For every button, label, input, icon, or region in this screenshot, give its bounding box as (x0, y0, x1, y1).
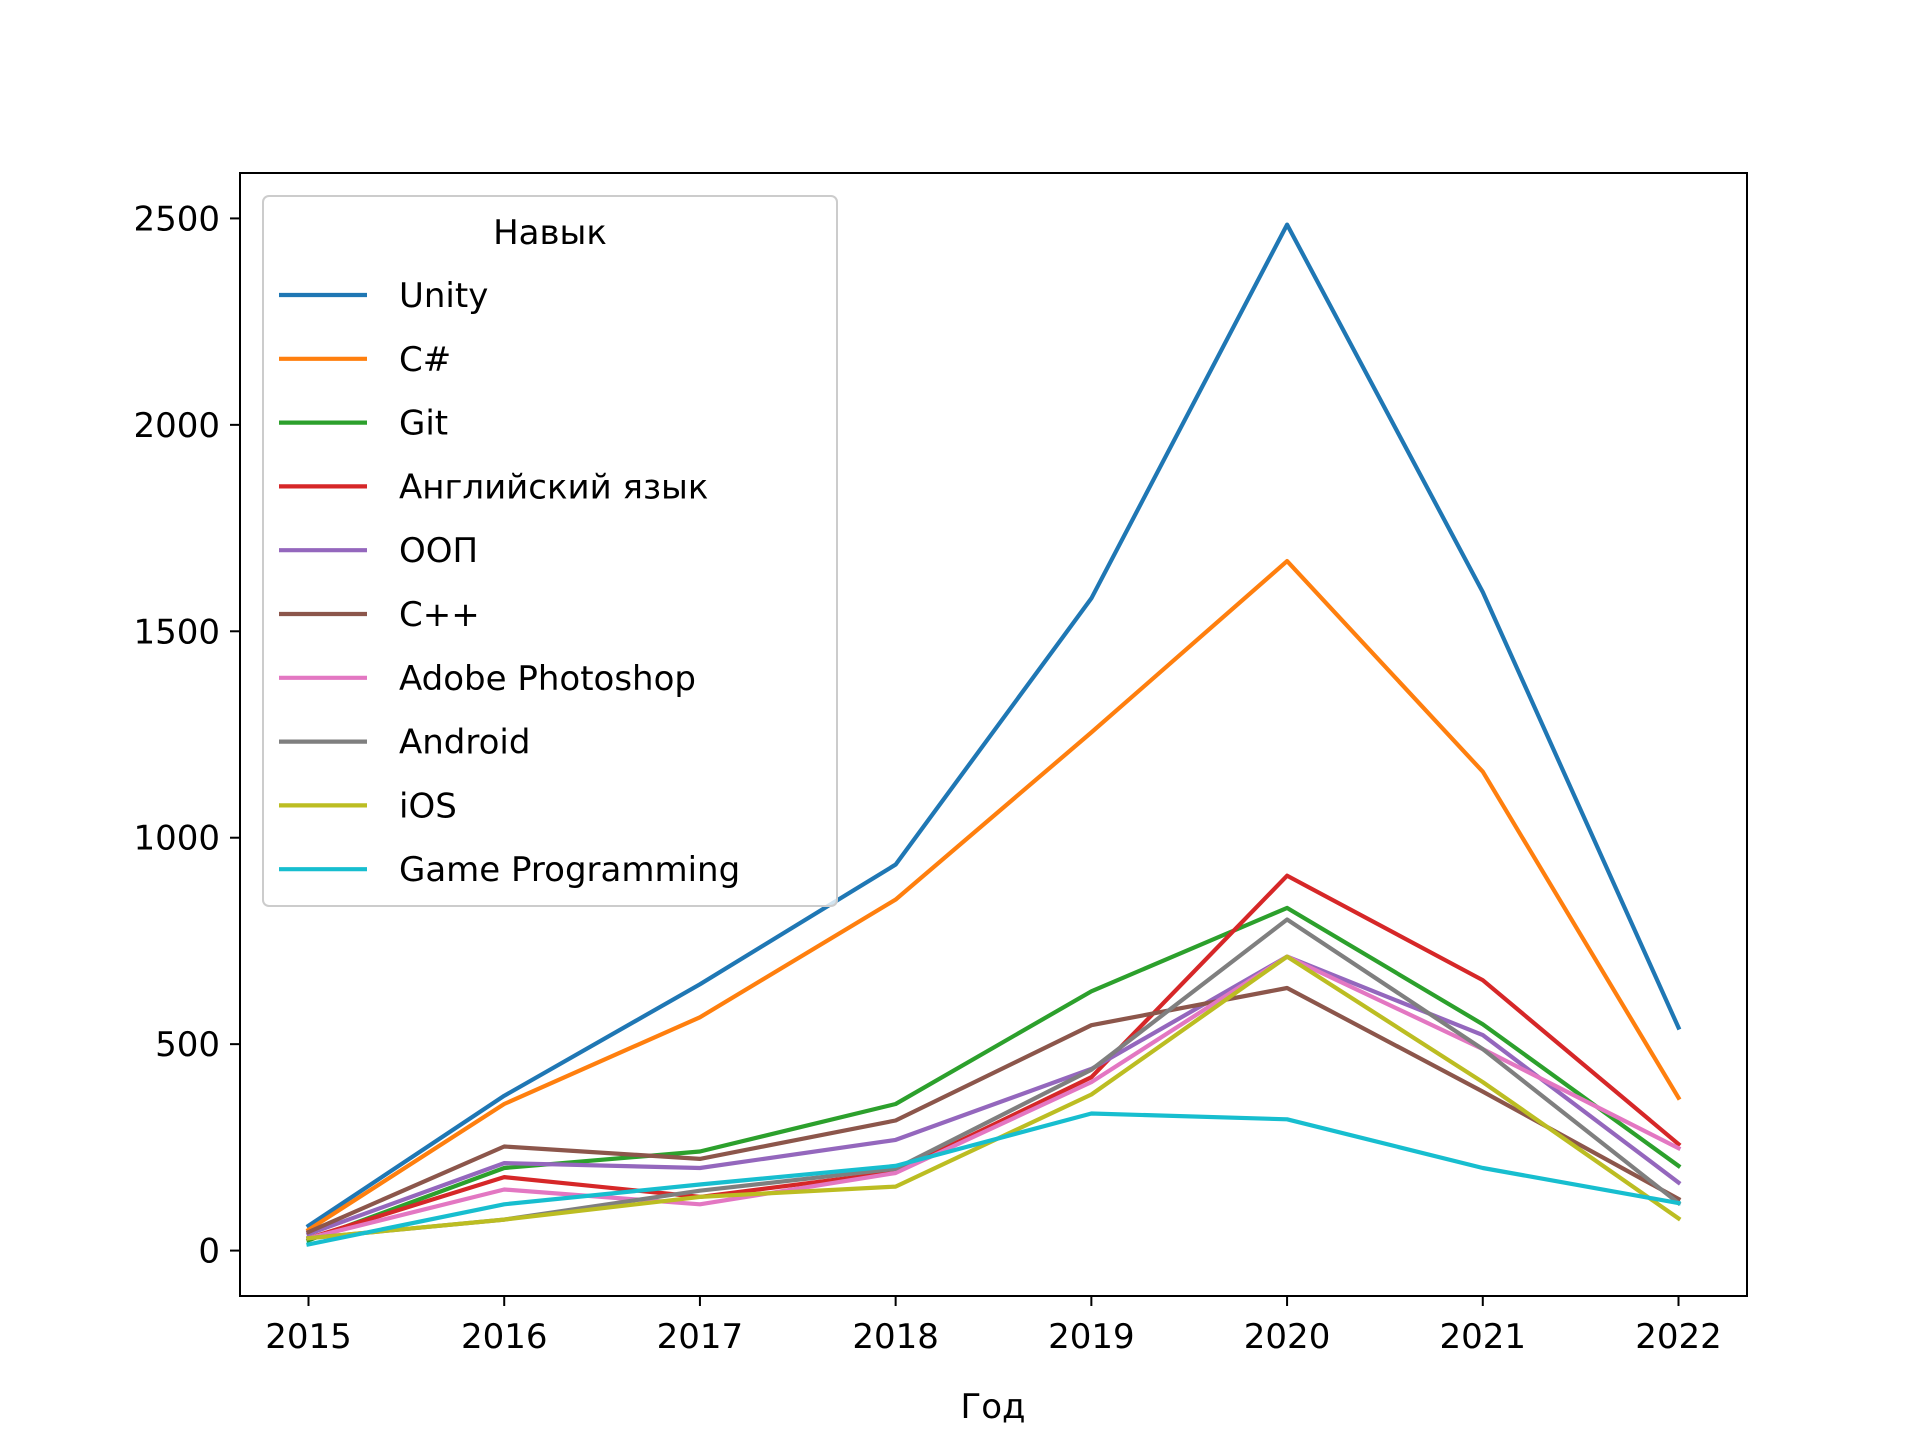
x-tick-label: 2020 (1244, 1317, 1331, 1357)
x-tick-label: 2016 (461, 1317, 548, 1357)
series-line-10 (306, 1111, 1681, 1247)
legend-label: iOS (399, 786, 457, 826)
legend-label: ООП (399, 531, 478, 571)
series-line-1 (305, 222, 1682, 1229)
x-tick-label: 2022 (1635, 1317, 1722, 1357)
legend-title: Навык (493, 213, 607, 253)
legend-label: Android (399, 723, 530, 763)
legend-label: Adobe Photoshop (399, 659, 696, 699)
x-tick-label: 2021 (1440, 1317, 1527, 1357)
legend-box (262, 195, 838, 907)
legend-label: C# (399, 340, 451, 380)
x-axis-label: Год (960, 1387, 1025, 1427)
series-line-7 (305, 954, 1682, 1241)
series-lines (305, 222, 1682, 1247)
x-tick-label: 2017 (657, 1317, 744, 1357)
y-tick-label: 1500 (133, 612, 220, 652)
legend-label: Английский язык (399, 467, 708, 507)
y-tick-label: 0 (198, 1232, 220, 1272)
plot-frame (239, 172, 1748, 1297)
legend-items: Unity C# Git Английский язык ООП C++ Adobe Pho… (279, 276, 740, 890)
series-line-4 (305, 873, 1682, 1241)
legend-label: C++ (399, 595, 480, 635)
y-axis-ticks: 0 500 1000 1500 2000 2500 (133, 199, 240, 1272)
x-tick-label: 2019 (1048, 1317, 1135, 1357)
legend: Навык Unity C# Git Английский язык ООП C++ Ado… (262, 195, 838, 907)
series-line-6 (305, 985, 1682, 1235)
y-tick-label: 500 (155, 1025, 220, 1065)
x-axis-ticks: 2015 2016 2017 2018 2019 2020 2021 2022 (265, 1296, 1722, 1357)
legend-label: Game Programming (399, 850, 740, 890)
x-tick-label: 2015 (265, 1317, 352, 1357)
y-tick-label: 1000 (133, 819, 220, 859)
legend-label: Git (399, 404, 448, 444)
x-tick-label: 2018 (852, 1317, 939, 1357)
legend-label: Unity (399, 276, 488, 316)
y-tick-label: 2500 (133, 199, 220, 239)
y-tick-label: 2000 (133, 406, 220, 446)
series-line-5 (305, 954, 1682, 1237)
series-line-2 (305, 558, 1682, 1233)
